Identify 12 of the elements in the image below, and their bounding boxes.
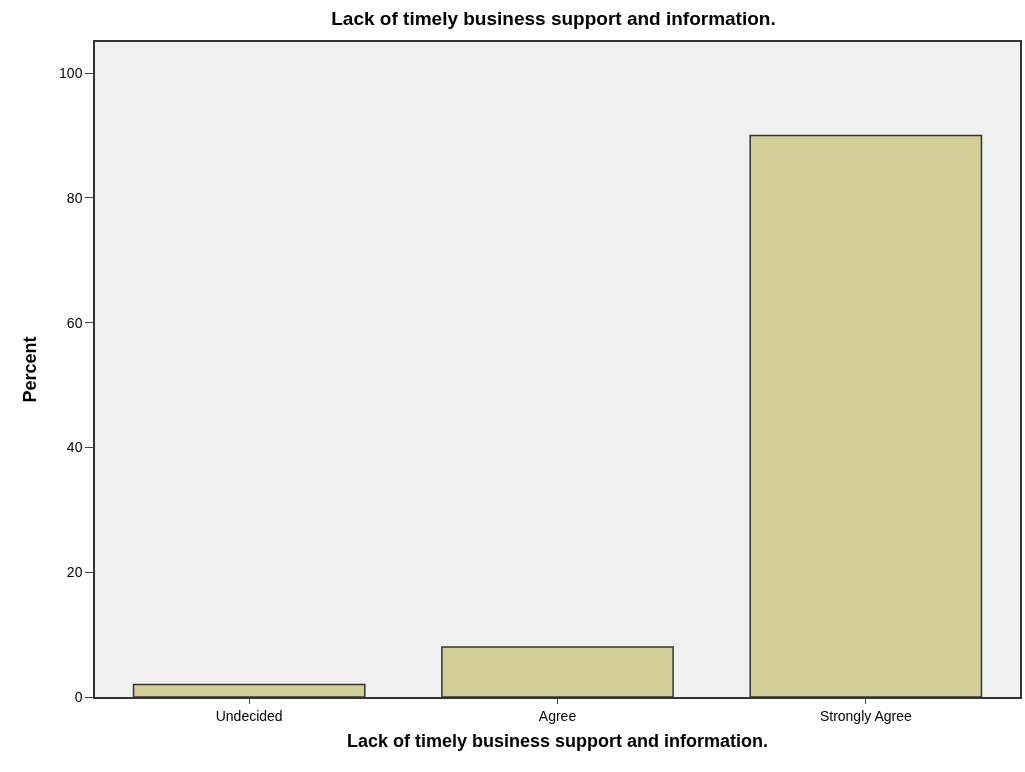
y-tick-label: 100	[59, 65, 83, 82]
y-axis-title: Percent	[19, 336, 40, 403]
x-tick-label: Agree	[538, 707, 577, 724]
x-axis-title: Lack of timely business support and information.	[346, 731, 769, 752]
y-tick-label: 40	[66, 439, 83, 456]
y-tick-label: 0	[74, 688, 83, 705]
y-tick-label: 20	[66, 564, 83, 581]
y-tick-label: 60	[66, 314, 83, 331]
y-tick-label: 80	[66, 189, 83, 206]
x-tick-label: Strongly Agree	[819, 707, 912, 724]
x-tick-label: Undecided	[215, 707, 283, 724]
chart-title: Lack of timely business support and information.	[331, 7, 776, 29]
